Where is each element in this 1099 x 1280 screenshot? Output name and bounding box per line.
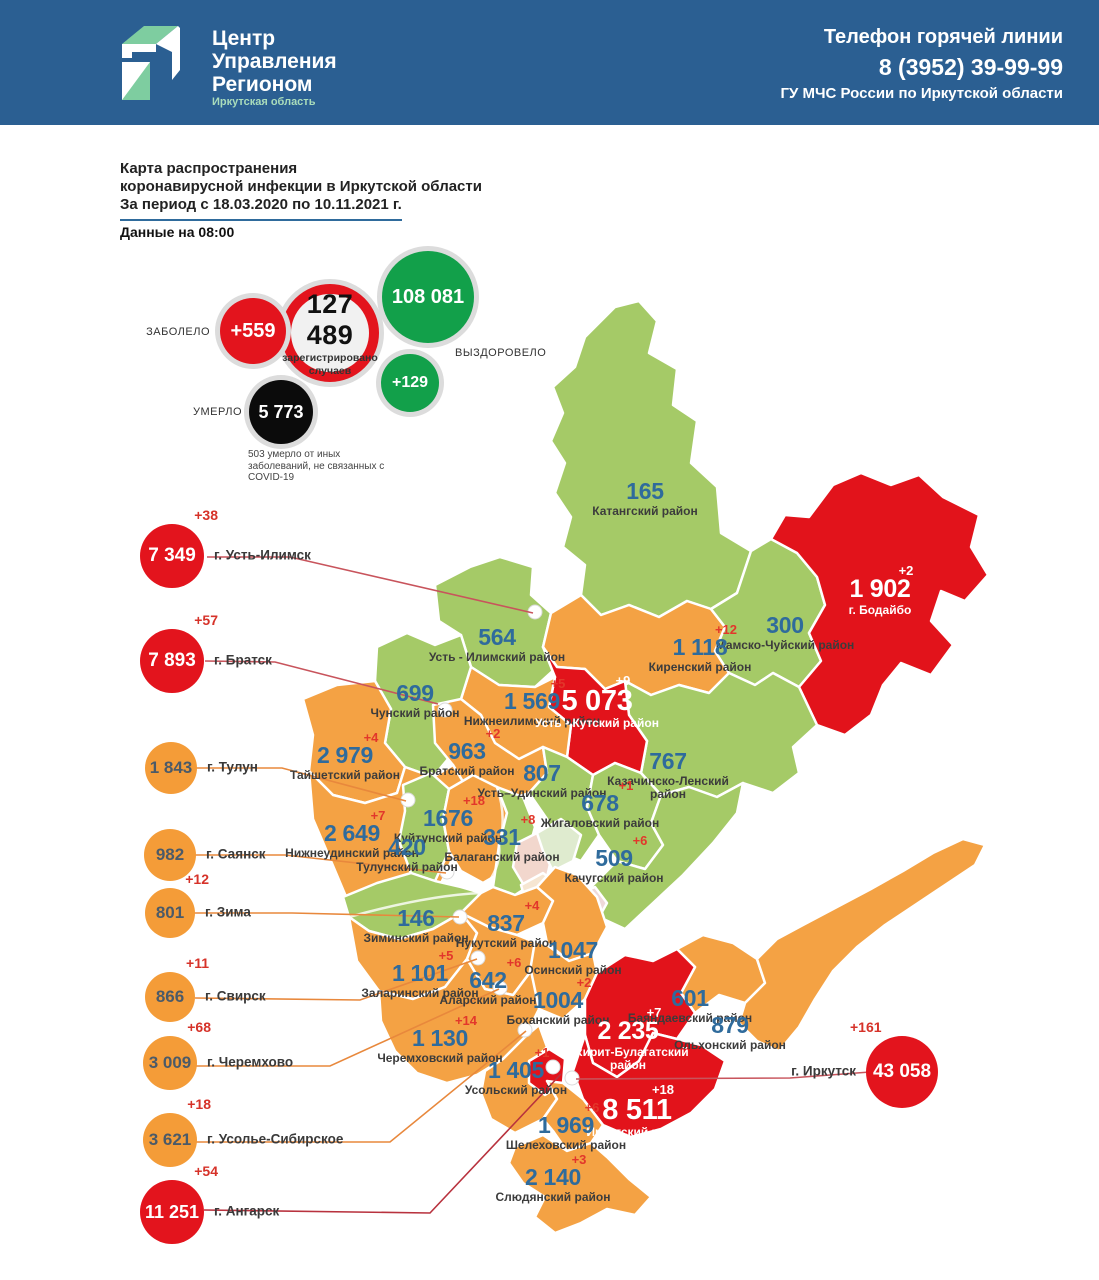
city-dot-cheremkhovo (492, 980, 508, 996)
callout-circle: 866 (145, 972, 195, 1022)
sick-delta-bubble: +559 (220, 298, 286, 364)
callout-angarsk: 11 251 +54 г. Ангарск (140, 1163, 279, 1244)
callout-value: 866 (155, 987, 185, 1006)
callout-usolye-sibirskoe: 3 621 +18 г. Усолье-Сибирское (143, 1096, 343, 1167)
city-dot-irkutsk (564, 1070, 580, 1086)
died-note: 503 умерло от иных заболеваний, не связа… (248, 449, 385, 483)
city-dot-usolye (517, 1022, 533, 1038)
callout-circle: 3 621 (143, 1113, 197, 1167)
callout-value: 982 (155, 845, 185, 864)
callout-delta: +18 (187, 1096, 211, 1112)
registered-value: 127 489 (306, 289, 354, 350)
callout-delta: +54 (194, 1163, 218, 1179)
callout-value: 1 843 (149, 758, 193, 777)
died-label: УМЕРЛО (193, 406, 242, 418)
registered-bubble: 127 489 зарегистрировано случаев (281, 284, 379, 382)
sick-label: ЗАБОЛЕЛО (146, 326, 210, 338)
district-shape-kachugsky (585, 781, 745, 931)
died-value: 5 773 (258, 401, 304, 422)
city-dot-sayansk (439, 864, 455, 880)
callout-delta: +38 (194, 507, 218, 523)
callout-value: 801 (155, 903, 185, 922)
logo-line2: Управления (212, 50, 337, 73)
logo-line1: Центр (212, 27, 276, 50)
city-dot-tulun (400, 792, 416, 808)
district-shape-ust-udinsky (527, 745, 601, 863)
recovered-bubble: 108 081 (382, 251, 474, 343)
callout-value: 3 009 (148, 1053, 192, 1072)
page-title: Карта распространения коронавирусной инф… (120, 160, 482, 221)
callout-city: г. Усолье-Сибирское (207, 1131, 344, 1147)
district-shape-slyudyansky (507, 1133, 653, 1235)
data-as-of: Данные на 08:00 (120, 224, 235, 240)
callout-circle: 982 (144, 829, 196, 881)
city-dot-bratsk (437, 702, 453, 718)
callout-city: г. Зима (205, 904, 251, 920)
callout-sayansk: 982 г. Саянск (144, 829, 266, 881)
city-dot-angarsk (545, 1059, 561, 1075)
title-line1: Карта распространения (120, 160, 298, 177)
logo-title: Центр Управления Регионом (212, 27, 337, 96)
logo-line3: Регионом (212, 73, 313, 96)
callout-value: 11 251 (144, 1201, 200, 1222)
city-dot-zima (452, 909, 468, 925)
callout-value: 3 621 (148, 1130, 192, 1149)
callout-circle: 801 (145, 888, 195, 938)
callout-circle: 1 843 (145, 742, 197, 794)
callout-city: г. Тулун (207, 759, 258, 775)
title-line3: За период с 18.03.2020 по 10.11.2021 г. (120, 196, 402, 221)
callout-delta: +68 (187, 1019, 211, 1035)
callout-delta: +11 (186, 955, 209, 971)
district-shape-olkhonsky (737, 837, 987, 1053)
callout-city: г. Саянск (206, 846, 266, 862)
hotline-label: Телефон горячей линии (823, 26, 1063, 48)
callout-delta: +161 (850, 1019, 882, 1035)
callout-bratsk: 7 893 +57 г. Братск (140, 612, 272, 693)
callout-city: г. Свирск (205, 988, 266, 1004)
registered-label1: зарегистрировано (282, 352, 378, 364)
callout-city: г. Ангарск (214, 1203, 280, 1219)
recovered-delta: +129 (391, 374, 429, 391)
callout-value: 7 349 (148, 545, 196, 566)
callout-circle: 7 349 (140, 524, 204, 588)
callout-irkutsk: 43 058 +161 г. Иркутск (791, 1019, 938, 1108)
callout-circle: 43 058 (866, 1036, 938, 1108)
city-dot-svirsk (470, 950, 486, 966)
logo-subtitle: Иркутская область (212, 96, 316, 108)
callout-ust-ilimsk: 7 349 +38 г. Усть-Илимск (140, 507, 311, 588)
callout-city: г. Иркутск (791, 1063, 856, 1079)
callout-cheremkhovo: 3 009 +68 г. Черемхово (143, 1019, 293, 1090)
callout-value: 43 058 (872, 1061, 932, 1082)
died-bubble: 5 773 (249, 380, 313, 444)
recovered-delta-bubble: +129 (381, 354, 439, 412)
recovered-value: 108 081 (391, 285, 465, 308)
callout-circle: 11 251 (140, 1180, 204, 1244)
hotline-phone: 8 (3952) 39-99-99 (878, 54, 1063, 80)
registered-label2: случаев (308, 365, 352, 377)
city-dot-ust-ilimsk (527, 604, 543, 620)
callout-circle: 7 893 (140, 629, 204, 693)
hotline-block: Телефон горячей линии 8 (3952) 39-99-99 … (781, 26, 1063, 102)
district-shape-bodaibo (769, 471, 990, 737)
callout-tulun: 1 843 г. Тулун (145, 742, 258, 794)
callout-svirsk: 866 +11 г. Свирск (145, 955, 266, 1022)
callout-circle: 3 009 (143, 1036, 197, 1090)
callout-delta: +57 (194, 612, 218, 628)
title-line2: коронавирусной инфекции в Иркутской обла… (120, 178, 482, 195)
recovered-label: ВЫЗДОРОВЕЛО (455, 347, 547, 359)
hotline-org: ГУ МЧС России по Иркутской области (780, 85, 1063, 102)
district-shape-katangsky (549, 299, 753, 619)
callout-delta: +12 (185, 871, 209, 887)
header: Центр Управления Регионом Иркутская обла… (0, 0, 1099, 125)
callout-city: г. Братск (214, 652, 272, 668)
callout-city: г. Усть-Илимск (214, 547, 311, 563)
cur-logo-icon (122, 26, 180, 100)
callout-city: г. Черемхово (207, 1054, 294, 1070)
callout-value: 7 893 (148, 650, 196, 671)
sick-delta: +559 (230, 319, 276, 342)
callout-zima: 801 +12 г. Зима (145, 871, 251, 938)
